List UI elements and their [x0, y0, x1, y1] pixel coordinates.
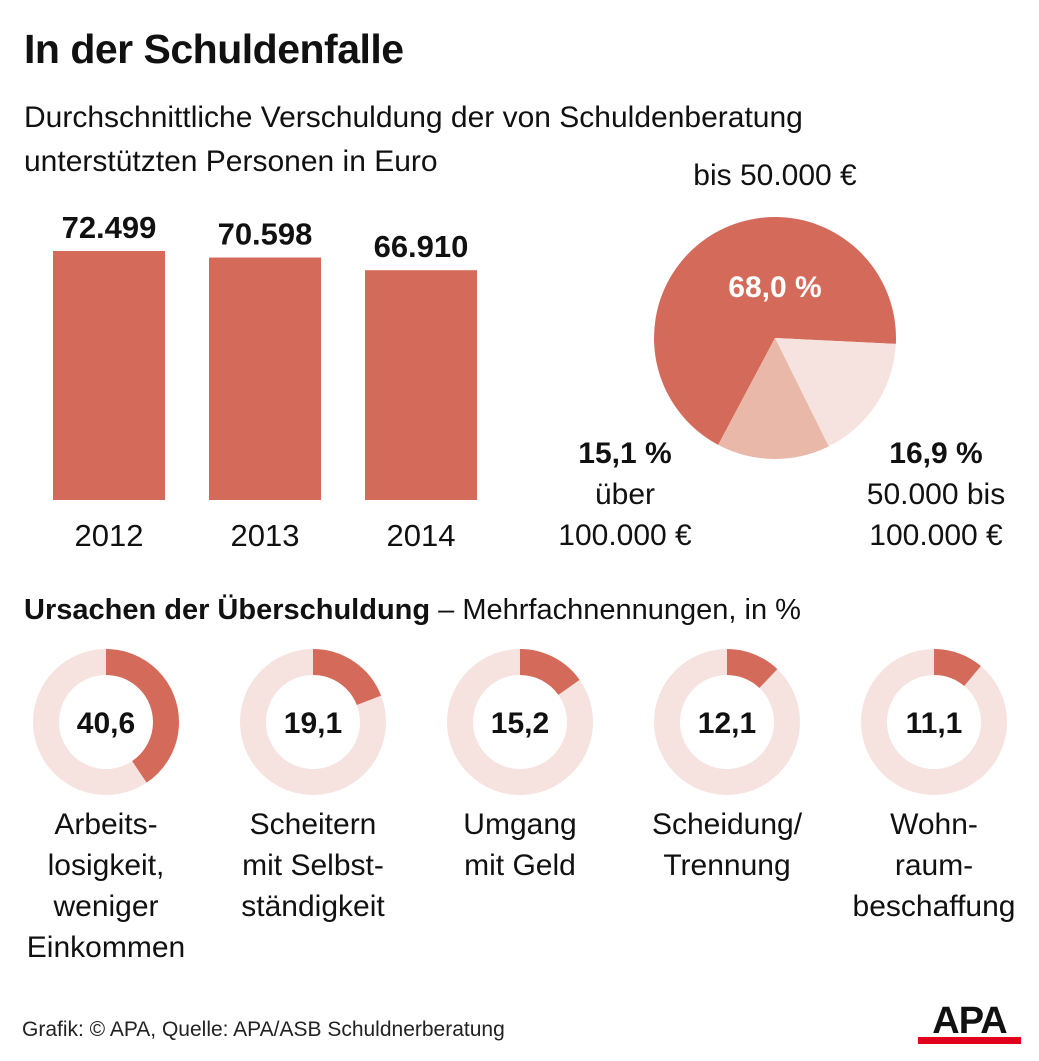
causes-title: Ursachen der Überschuldung — [24, 594, 431, 626]
bar-value-label: 66.910 — [374, 229, 469, 264]
bar-category-label: 2013 — [231, 518, 300, 553]
cause-label-line: Umgang — [463, 808, 577, 841]
bar-2012 — [53, 251, 165, 500]
pie-caption-over-100k-line1: über — [594, 478, 656, 511]
pie-caption-main: bis 50.000 € — [693, 159, 857, 192]
donut-segment — [654, 649, 800, 795]
pie-slice-over-100k — [718, 338, 829, 460]
bar-value-label: 72.499 — [62, 210, 157, 245]
cause-label-line: Einkommen — [26, 931, 186, 964]
cause-label-line: Arbeits- — [54, 808, 158, 841]
pie-label-50k-100k: 16,9 % 50.000 bis 100.000 € — [836, 433, 1036, 556]
cause-label-line: Wohn- — [890, 808, 978, 841]
cause-label-line: weniger — [53, 890, 159, 923]
cause-label-line: beschaffung — [852, 890, 1016, 923]
donut-value: 19,1 — [284, 707, 342, 740]
donut-segment — [33, 649, 179, 795]
cause-label-line: raum- — [894, 849, 974, 882]
cause-label-line: mit Selbst- — [242, 849, 384, 882]
pie-label-over-100k: 15,1 % über 100.000 € — [525, 433, 725, 556]
apa-logo: APA — [918, 1000, 1021, 1044]
chart-subtitle: Durchschnittliche Verschuldung der von S… — [24, 101, 803, 178]
donut-segment — [861, 649, 1007, 795]
chart-title: In der Schuldenfalle — [24, 26, 404, 72]
donut-segment — [240, 649, 386, 795]
cause-label-unemployment: Arbeits- losigkeit, weniger Einkommen — [6, 804, 206, 968]
donut-segment — [447, 649, 593, 795]
pie-caption-50k-100k-line1: 50.000 bis — [866, 478, 1006, 511]
cause-label-self-employment: Scheitern mit Selbst- ständigkeit — [213, 804, 413, 927]
causes-heading: Ursachen der Überschuldung – Mehrfachnen… — [24, 594, 801, 627]
bar-2014 — [365, 270, 477, 500]
cause-label-divorce: Scheidung/ Trennung — [627, 804, 827, 886]
apa-logo-bar — [918, 1037, 1021, 1044]
pie-slice-up-to-50k — [654, 217, 897, 445]
bar-category-label: 2014 — [387, 518, 456, 553]
bar-value-label: 70.598 — [218, 217, 313, 252]
bar-2013 — [209, 257, 321, 500]
bar-category-label: 2012 — [75, 518, 144, 553]
cause-label-money-handling: Umgang mit Geld — [420, 804, 620, 886]
donut-value: 11,1 — [906, 707, 963, 740]
cause-label-housing: Wohn- raum- beschaffung — [834, 804, 1034, 927]
cause-label-line: Scheitern — [249, 808, 377, 841]
causes-subtitle: – Mehrfachnennungen, in % — [438, 594, 801, 626]
pie-caption-over-100k-line2: 100.000 € — [558, 519, 692, 552]
source-note: Grafik: © APA, Quelle: APA/ASB Schuldner… — [22, 1018, 505, 1041]
pie-value-up-to-50k: 68,0 % — [728, 271, 821, 304]
donut-value: 12,1 — [698, 707, 756, 740]
pie-caption-50k-100k-line2: 100.000 € — [869, 519, 1003, 552]
cause-label-line: Trennung — [663, 849, 791, 882]
cause-label-line: ständigkeit — [241, 890, 385, 923]
donut-value: 40,6 — [77, 707, 135, 740]
cause-label-line: losigkeit, — [47, 849, 165, 882]
pie-slice-50k-100k — [775, 338, 896, 447]
apa-logo-text: APA — [932, 1000, 1007, 1042]
cause-label-line: mit Geld — [464, 849, 576, 882]
pie-value-50k-100k: 16,9 % — [889, 437, 983, 470]
cause-label-line: Scheidung/ — [651, 808, 803, 841]
pie-value-over-100k: 15,1 % — [578, 437, 672, 470]
donut-value: 15,2 — [491, 707, 549, 740]
